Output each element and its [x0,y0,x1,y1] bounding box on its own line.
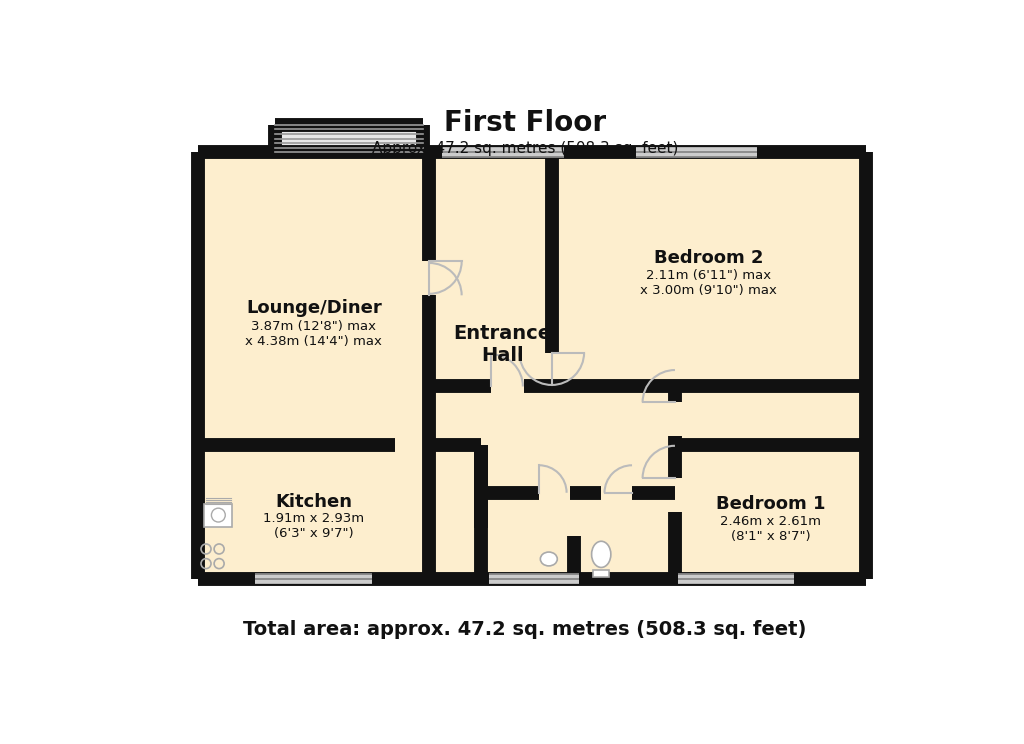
Bar [675,386,866,445]
Text: Bedroom 2: Bedroom 2 [654,249,764,267]
Text: 3.87m (12'8") max
x 4.38m (14'4") max: 3.87m (12'8") max x 4.38m (14'4") max [246,319,382,347]
Ellipse shape [541,552,557,566]
Bar [205,504,232,527]
Bar [199,153,429,579]
Text: Lounge/Diner: Lounge/Diner [246,299,382,317]
Text: Kitchen: Kitchen [275,493,352,510]
Text: Entrance
Hall: Entrance Hall [453,324,551,365]
Bar [675,445,866,579]
Text: 2.46m x 2.61m
(8'1" x 8'7"): 2.46m x 2.61m (8'1" x 8'7") [720,515,821,543]
Ellipse shape [592,542,611,568]
Text: 1.91m x 2.93m
(6'3" x 9'7"): 1.91m x 2.93m (6'3" x 9'7") [263,513,365,540]
Text: 2.11m (6'11") max
x 3.00m (9'10") max: 2.11m (6'11") max x 3.00m (9'10") max [640,269,777,298]
Bar [275,125,423,153]
Text: Approx. 47.2 sq. metres (508.3 sq. feet): Approx. 47.2 sq. metres (508.3 sq. feet) [372,141,678,156]
Bar [593,570,609,577]
Text: Bedroom 1: Bedroom 1 [716,496,825,513]
Text: First Floor: First Floor [443,109,606,137]
Bar [429,153,675,579]
Text: Total area: approx. 47.2 sq. metres (508.3 sq. feet): Total area: approx. 47.2 sq. metres (508… [243,620,807,639]
Bar [552,153,866,386]
